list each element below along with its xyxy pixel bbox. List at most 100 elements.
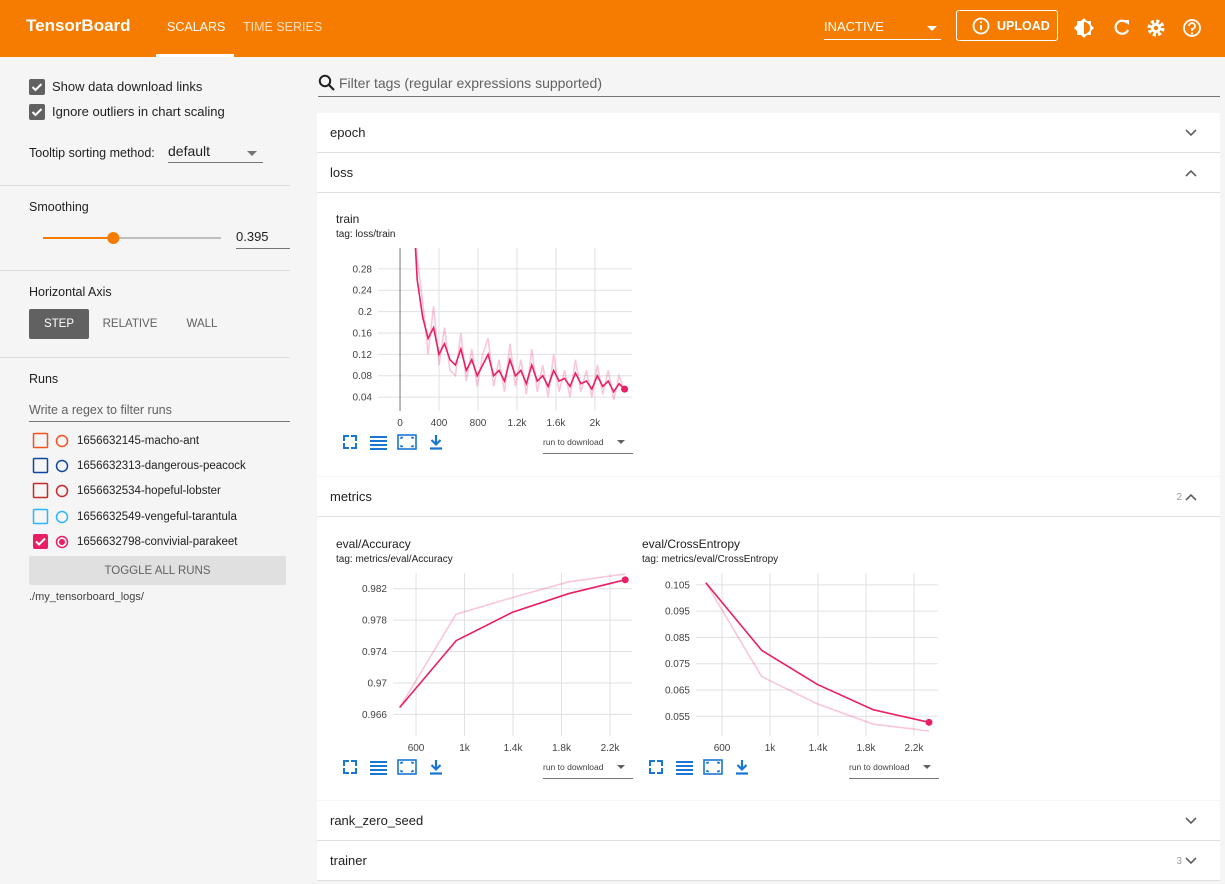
- tooltip-select[interactable]: default: [168, 143, 211, 159]
- checkbox[interactable]: [29, 104, 45, 120]
- download-icon[interactable]: [430, 760, 442, 775]
- fit-icon[interactable]: [703, 759, 723, 775]
- run-icons: [33, 534, 69, 549]
- legend-icon[interactable]: [676, 761, 693, 775]
- run-checkbox[interactable]: [33, 534, 48, 549]
- fit-icon-inner: [400, 761, 414, 773]
- run-color: [55, 459, 69, 473]
- runs-filter[interactable]: Write a regex to filter runs: [29, 403, 172, 417]
- expand-icon[interactable]: [1184, 814, 1198, 828]
- run-checkbox[interactable]: [32, 457, 49, 474]
- chart-title: train: [336, 212, 359, 226]
- fit-icon[interactable]: [397, 434, 417, 450]
- axis-option[interactable]: WALL: [186, 318, 218, 330]
- slider-knob[interactable]: [107, 232, 120, 244]
- expand-icon[interactable]: [1184, 854, 1198, 868]
- run-checkbox[interactable]: [32, 432, 49, 449]
- group-header[interactable]: [317, 841, 1220, 881]
- y-tick-label: 0.2: [358, 307, 372, 318]
- tooltip-label: Tooltip sorting method:: [29, 146, 155, 160]
- settings-icon[interactable]: [1147, 19, 1165, 37]
- toggle-all-label[interactable]: TOGGLE ALL RUNS: [104, 565, 211, 577]
- legend-icon[interactable]: [370, 761, 387, 775]
- y-tick-label: 0.085: [665, 633, 690, 644]
- y-tick-label: 0.978: [362, 616, 387, 627]
- axis-button-selected[interactable]: [29, 309, 89, 339]
- smoothing-label: Smoothing: [29, 200, 89, 214]
- y-tick-label: 0.24: [353, 286, 373, 297]
- runs-label: Runs: [29, 372, 59, 386]
- group-name: rank_zero_seed: [330, 813, 424, 828]
- theme-icon[interactable]: [1074, 18, 1094, 38]
- x-tick-label: 1.4k: [504, 743, 524, 754]
- x-tick-label: 400: [431, 418, 448, 429]
- y-tick-label: 0.095: [665, 607, 690, 618]
- upload-icon: [972, 17, 990, 35]
- run-download-select[interactable]: run to download: [543, 762, 604, 772]
- help-icon[interactable]: [1183, 19, 1201, 37]
- axis-option[interactable]: STEP: [43, 318, 75, 330]
- run-icons: [32, 508, 69, 525]
- chart-subtitle: tag: loss/train: [336, 229, 395, 240]
- y-tick-label: 0.075: [665, 659, 690, 670]
- fit-icon[interactable]: [397, 759, 417, 775]
- select-decoration: [168, 151, 263, 163]
- chart-subtitle: tag: metrics/eval/CrossEntropy: [642, 554, 778, 565]
- run-color-dot: [59, 539, 65, 545]
- download-icon[interactable]: [430, 435, 442, 450]
- run-download-select[interactable]: run to download: [543, 437, 604, 447]
- run-checkbox[interactable]: [32, 508, 49, 525]
- group-header[interactable]: [317, 113, 1220, 153]
- fullscreen-icon[interactable]: [649, 760, 663, 774]
- select-arrow: [617, 765, 625, 769]
- y-tick-label: 0.982: [362, 584, 387, 595]
- expand-icon[interactable]: [1184, 126, 1198, 140]
- run-name: 1656632798-convivial-parakeet: [77, 536, 238, 548]
- smoothing-input[interactable]: 0.395: [236, 229, 269, 244]
- download-icon[interactable]: [736, 760, 748, 775]
- group-count: 3: [1176, 856, 1182, 867]
- fullscreen-icon[interactable]: [343, 435, 357, 449]
- fullscreen-icon[interactable]: [343, 760, 357, 774]
- chevron: [1185, 493, 1197, 501]
- group-header[interactable]: [317, 477, 1220, 517]
- run-name: 1656632145-macho-ant: [77, 435, 200, 447]
- series-line: [705, 582, 930, 732]
- x-tick-label: 2.2k: [905, 743, 925, 754]
- group-content: [317, 193, 1220, 476]
- toggle-all-button[interactable]: [29, 556, 286, 585]
- expand-icon[interactable]: [1184, 490, 1198, 504]
- upload-label[interactable]: UPLOAD: [997, 19, 1050, 33]
- group-header[interactable]: [317, 153, 1220, 193]
- fit-icon-inner: [400, 436, 414, 448]
- chevron: [1185, 129, 1197, 137]
- select-arrow: [923, 765, 931, 769]
- x-tick-label: 1.8k: [552, 743, 572, 754]
- upload-button[interactable]: [956, 10, 1058, 41]
- chart-actions: [343, 759, 442, 775]
- y-tick-label: 0.04: [353, 393, 373, 404]
- run-checkbox[interactable]: [32, 482, 49, 499]
- series-line: [705, 582, 930, 724]
- end-point: [621, 385, 629, 393]
- end-point: [925, 718, 933, 726]
- run-download-select[interactable]: run to download: [849, 762, 910, 772]
- run-status-select[interactable]: INACTIVE: [824, 19, 884, 34]
- tag-filter[interactable]: Filter tags (regular expressions support…: [339, 75, 603, 91]
- input-underline: [236, 248, 290, 249]
- run-color: [55, 434, 69, 448]
- x-tick-label: 0: [397, 418, 403, 429]
- group-content: [317, 517, 1220, 800]
- group-header[interactable]: [317, 801, 1220, 841]
- series-line: [398, 573, 626, 708]
- y-tick-label: 0.16: [353, 328, 373, 339]
- expand-icon[interactable]: [1184, 166, 1198, 180]
- axis-option[interactable]: RELATIVE: [102, 318, 158, 330]
- checkbox[interactable]: [29, 79, 45, 95]
- smoothing-slider[interactable]: [37, 228, 227, 248]
- divider: [0, 185, 290, 186]
- refresh-icon[interactable]: [1114, 19, 1129, 35]
- legend-icon[interactable]: [370, 436, 387, 450]
- tab[interactable]: SCALARS: [167, 20, 226, 34]
- tab[interactable]: TIME SERIES: [243, 20, 323, 34]
